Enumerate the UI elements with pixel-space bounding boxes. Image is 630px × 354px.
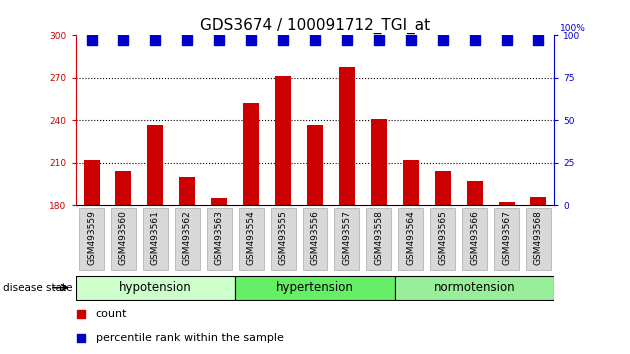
Point <box>246 38 256 43</box>
Text: GSM493559: GSM493559 <box>87 210 96 265</box>
Text: hypertension: hypertension <box>276 281 354 294</box>
Text: GSM493567: GSM493567 <box>502 210 511 265</box>
Bar <box>147 125 163 205</box>
Point <box>76 311 86 316</box>
Bar <box>211 198 227 205</box>
FancyBboxPatch shape <box>235 276 395 299</box>
FancyBboxPatch shape <box>462 208 487 270</box>
FancyBboxPatch shape <box>111 208 136 270</box>
Text: GSM493556: GSM493556 <box>311 210 319 265</box>
Bar <box>371 119 387 205</box>
Point <box>182 38 192 43</box>
Text: GSM493561: GSM493561 <box>151 210 160 265</box>
Point <box>214 38 224 43</box>
FancyBboxPatch shape <box>79 208 104 270</box>
Point <box>310 38 320 43</box>
Point <box>342 38 352 43</box>
Text: hypotension: hypotension <box>119 281 192 294</box>
Bar <box>498 202 515 205</box>
Text: GSM493568: GSM493568 <box>534 210 543 265</box>
FancyBboxPatch shape <box>143 208 168 270</box>
FancyBboxPatch shape <box>76 276 235 299</box>
FancyBboxPatch shape <box>302 208 328 270</box>
FancyBboxPatch shape <box>175 208 200 270</box>
Title: GDS3674 / 100091712_TGI_at: GDS3674 / 100091712_TGI_at <box>200 18 430 34</box>
Text: GSM493555: GSM493555 <box>278 210 287 265</box>
Bar <box>84 160 100 205</box>
Point <box>118 38 129 43</box>
FancyBboxPatch shape <box>239 208 263 270</box>
Bar <box>307 125 323 205</box>
Point <box>151 38 161 43</box>
Point <box>438 38 448 43</box>
Text: GSM493557: GSM493557 <box>343 210 352 265</box>
Text: GSM493564: GSM493564 <box>406 210 415 265</box>
Point <box>501 38 512 43</box>
Point <box>86 38 96 43</box>
Text: GSM493558: GSM493558 <box>374 210 383 265</box>
FancyBboxPatch shape <box>526 208 551 270</box>
Bar <box>435 171 450 205</box>
FancyBboxPatch shape <box>398 208 423 270</box>
Text: disease state: disease state <box>3 282 72 293</box>
FancyBboxPatch shape <box>494 208 519 270</box>
Text: 100%: 100% <box>560 24 586 33</box>
Text: count: count <box>96 309 127 319</box>
FancyBboxPatch shape <box>335 208 359 270</box>
Point <box>406 38 416 43</box>
Text: GSM493562: GSM493562 <box>183 210 192 265</box>
Text: GSM493563: GSM493563 <box>215 210 224 265</box>
FancyBboxPatch shape <box>395 276 554 299</box>
Text: percentile rank within the sample: percentile rank within the sample <box>96 332 284 343</box>
FancyBboxPatch shape <box>271 208 295 270</box>
FancyBboxPatch shape <box>207 208 232 270</box>
FancyBboxPatch shape <box>430 208 455 270</box>
Bar <box>467 181 483 205</box>
Text: GSM493560: GSM493560 <box>119 210 128 265</box>
Text: normotension: normotension <box>434 281 515 294</box>
Point <box>534 38 544 43</box>
Point <box>76 335 86 341</box>
Point <box>374 38 384 43</box>
Text: GSM493566: GSM493566 <box>470 210 479 265</box>
Bar <box>530 197 546 205</box>
Text: GSM493565: GSM493565 <box>438 210 447 265</box>
Bar <box>275 76 291 205</box>
Bar <box>243 103 259 205</box>
Bar <box>339 67 355 205</box>
Bar <box>403 160 419 205</box>
Point <box>469 38 479 43</box>
Bar <box>115 171 132 205</box>
Bar <box>180 177 195 205</box>
Point <box>278 38 288 43</box>
Text: GSM493554: GSM493554 <box>247 210 256 265</box>
FancyBboxPatch shape <box>367 208 391 270</box>
